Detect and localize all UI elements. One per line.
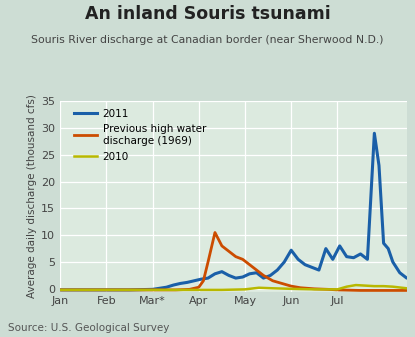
Legend: 2011, Previous high water
discharge (1969), 2010: 2011, Previous high water discharge (196… <box>72 106 208 164</box>
Text: Souris River discharge at Canadian border (near Sherwood N.D.): Souris River discharge at Canadian borde… <box>31 35 384 45</box>
Text: An inland Souris tsunami: An inland Souris tsunami <box>85 5 330 23</box>
Text: Source: U.S. Geological Survey: Source: U.S. Geological Survey <box>8 323 170 333</box>
Y-axis label: Average daily discharge (thousand cfs): Average daily discharge (thousand cfs) <box>27 94 37 298</box>
